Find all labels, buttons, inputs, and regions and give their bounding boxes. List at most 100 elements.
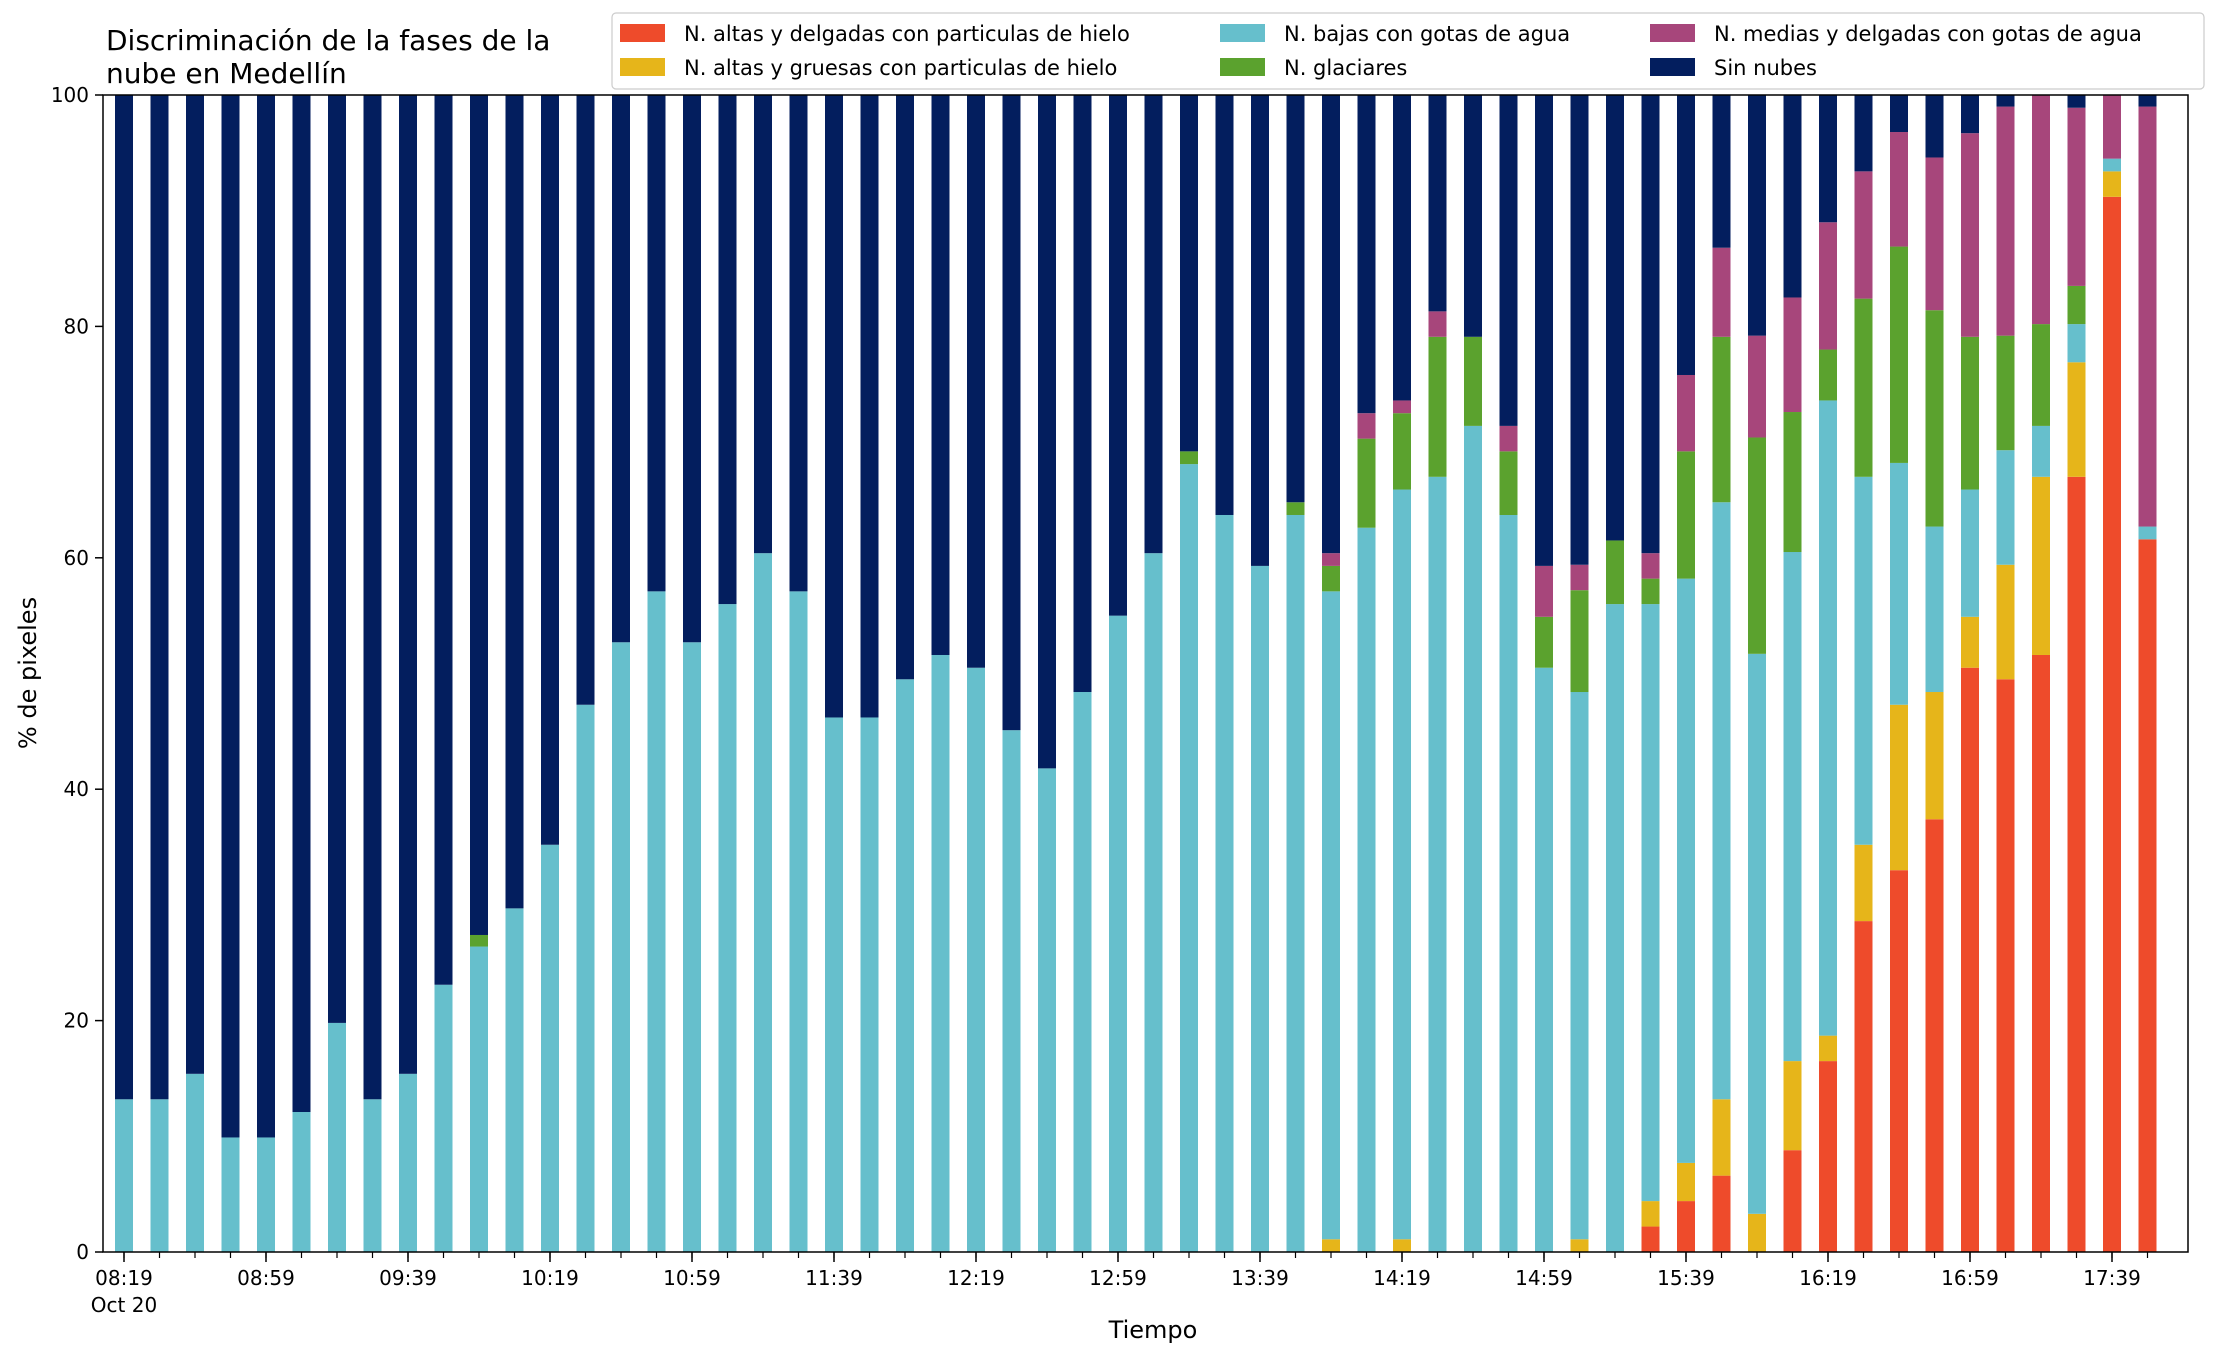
- bar-segment-medias_agua-56: [2103, 95, 2121, 159]
- bar-segment-sin_nubes-57: [2138, 95, 2157, 107]
- bar-segment-sin_nubes-32: [1251, 95, 1269, 566]
- bar-segment-medias_agua-49: [1854, 171, 1873, 299]
- bar-segment-altas_gruesas-34: [1322, 1239, 1340, 1252]
- bar-segment-altas_delgadas-43: [1641, 1226, 1660, 1252]
- bar-segment-sin_nubes-2: [186, 95, 204, 1074]
- legend-label-altas_gruesas: N. altas y gruesas con particulas de hie…: [684, 56, 1117, 80]
- bar-segment-sin_nubes-38: [1464, 95, 1482, 337]
- legend-swatch-glaciares: [1220, 58, 1265, 76]
- bar-segment-altas_delgadas-45: [1712, 1175, 1731, 1252]
- bar-segment-bajas_agua-36: [1393, 489, 1411, 1240]
- bar-segment-altas_gruesas-36: [1393, 1239, 1411, 1252]
- bar-segment-sin_nubes-16: [683, 95, 701, 643]
- y-tick-label: 20: [64, 1009, 89, 1033]
- bar-segment-bajas_agua-30: [1180, 464, 1198, 1253]
- bar-segment-sin_nubes-9: [434, 95, 453, 985]
- bar-segment-sin_nubes-35: [1357, 95, 1376, 414]
- x-tick-label: 08:59: [237, 1266, 295, 1290]
- bar-segment-altas_gruesas-41: [1570, 1239, 1589, 1252]
- bar-segment-glaciares-10: [470, 934, 488, 947]
- bar-segment-sin_nubes-30: [1180, 95, 1198, 452]
- bar-segment-bajas_agua-7: [363, 1099, 382, 1252]
- bar-segment-altas_gruesas-50: [1890, 704, 1908, 871]
- bar-segment-sin_nubes-19: [789, 95, 808, 592]
- bar-segment-bajas_agua-53: [1996, 450, 2015, 565]
- bar-segment-altas_delgadas-47: [1783, 1150, 1802, 1252]
- bar-segment-glaciares-43: [1641, 578, 1660, 605]
- bar-segment-bajas_agua-48: [1819, 400, 1837, 1036]
- chart-title-line-1: Discriminación de la fases de la: [106, 24, 550, 57]
- bar-segment-altas_delgadas-55: [2067, 476, 2086, 1252]
- bar-segment-glaciares-54: [2032, 324, 2050, 426]
- bar-segment-altas_delgadas-51: [1925, 819, 1944, 1252]
- bar-segment-bajas_agua-24: [967, 667, 985, 1252]
- x-tick-label: 10:19: [521, 1266, 579, 1290]
- bar-segment-sin_nubes-51: [1925, 95, 1944, 158]
- bar-segment-bajas_agua-55: [2067, 324, 2086, 363]
- x-tick-label: 16:59: [1941, 1266, 1999, 1290]
- legend-swatch-medias_agua: [1650, 24, 1695, 42]
- bar-segment-altas_delgadas-53: [1996, 679, 2015, 1252]
- plot-frame: [102, 94, 2189, 1253]
- y-tick-label: 0: [76, 1240, 89, 1264]
- bar-segment-glaciares-38: [1464, 336, 1482, 426]
- y-tick-label: 40: [64, 777, 89, 801]
- bar-segment-bajas_agua-52: [1961, 489, 1979, 617]
- legend-swatch-bajas_agua: [1220, 24, 1265, 42]
- x-tick-label: 12:59: [1089, 1266, 1147, 1290]
- bar-segment-medias_agua-57: [2138, 106, 2157, 527]
- bar-segment-medias_agua-39: [1499, 425, 1518, 452]
- bars-layer: [115, 95, 2157, 1253]
- bar-segment-sin_nubes-5: [292, 95, 311, 1112]
- bar-segment-bajas_agua-46: [1748, 653, 1766, 1214]
- bar-segment-sin_nubes-28: [1109, 95, 1127, 616]
- bar-segment-medias_agua-54: [2032, 95, 2050, 325]
- bar-segment-bajas_agua-16: [683, 642, 701, 1252]
- bar-segment-bajas_agua-39: [1499, 514, 1518, 1252]
- x-tick-label: 08:19: [95, 1266, 153, 1290]
- bar-segment-bajas_agua-49: [1854, 476, 1873, 845]
- legend-swatch-sin_nubes: [1650, 58, 1695, 76]
- bar-segment-altas_gruesas-52: [1961, 616, 1979, 668]
- bar-segment-medias_agua-41: [1570, 564, 1589, 591]
- bar-segment-altas_gruesas-48: [1819, 1035, 1837, 1062]
- bar-segment-glaciares-33: [1286, 502, 1305, 515]
- y-tick-label: 60: [64, 546, 89, 570]
- bar-segment-bajas_agua-3: [221, 1137, 240, 1252]
- bar-segment-medias_agua-47: [1783, 297, 1802, 413]
- bar-segment-sin_nubes-33: [1286, 95, 1305, 503]
- bar-segment-sin_nubes-53: [1996, 95, 2015, 107]
- bar-segment-bajas_agua-11: [505, 908, 524, 1252]
- x-tick-label: 09:39: [379, 1266, 437, 1290]
- bar-segment-medias_agua-45: [1712, 247, 1731, 337]
- bar-segment-sin_nubes-6: [328, 95, 346, 1023]
- bar-segment-sin_nubes-1: [150, 95, 169, 1100]
- bar-segment-bajas_agua-41: [1570, 692, 1589, 1240]
- bar-segment-sin_nubes-47: [1783, 95, 1802, 298]
- bar-segment-altas_gruesas-56: [2103, 171, 2121, 197]
- bar-segment-glaciares-55: [2067, 285, 2086, 325]
- bar-segment-sin_nubes-27: [1073, 95, 1092, 693]
- x-tick-label: 14:19: [1373, 1266, 1431, 1290]
- bar-segment-medias_agua-51: [1925, 157, 1944, 311]
- bar-segment-glaciares-47: [1783, 412, 1802, 553]
- bar-segment-bajas_agua-27: [1073, 692, 1092, 1252]
- bar-segment-glaciares-50: [1890, 246, 1908, 463]
- bar-segment-sin_nubes-49: [1854, 95, 1873, 172]
- bar-segment-glaciares-49: [1854, 298, 1873, 477]
- bar-segment-sin_nubes-44: [1677, 95, 1695, 375]
- bar-segment-medias_agua-43: [1641, 553, 1660, 579]
- bar-segment-medias_agua-35: [1357, 413, 1376, 439]
- bar-segment-bajas_agua-32: [1251, 565, 1269, 1252]
- bar-segment-bajas_agua-12: [541, 844, 559, 1252]
- bar-segment-altas_gruesas-46: [1748, 1213, 1766, 1252]
- bar-segment-sin_nubes-7: [363, 95, 382, 1100]
- bar-segment-sin_nubes-55: [2067, 95, 2086, 108]
- bar-segment-bajas_agua-21: [860, 717, 879, 1252]
- bar-segment-bajas_agua-37: [1428, 476, 1447, 1252]
- bar-segment-glaciares-46: [1748, 437, 1766, 654]
- bar-segment-bajas_agua-14: [612, 642, 630, 1252]
- bar-segment-sin_nubes-20: [825, 95, 843, 718]
- bar-segment-medias_agua-55: [2067, 107, 2086, 286]
- x-tick-label: 14:59: [1515, 1266, 1573, 1290]
